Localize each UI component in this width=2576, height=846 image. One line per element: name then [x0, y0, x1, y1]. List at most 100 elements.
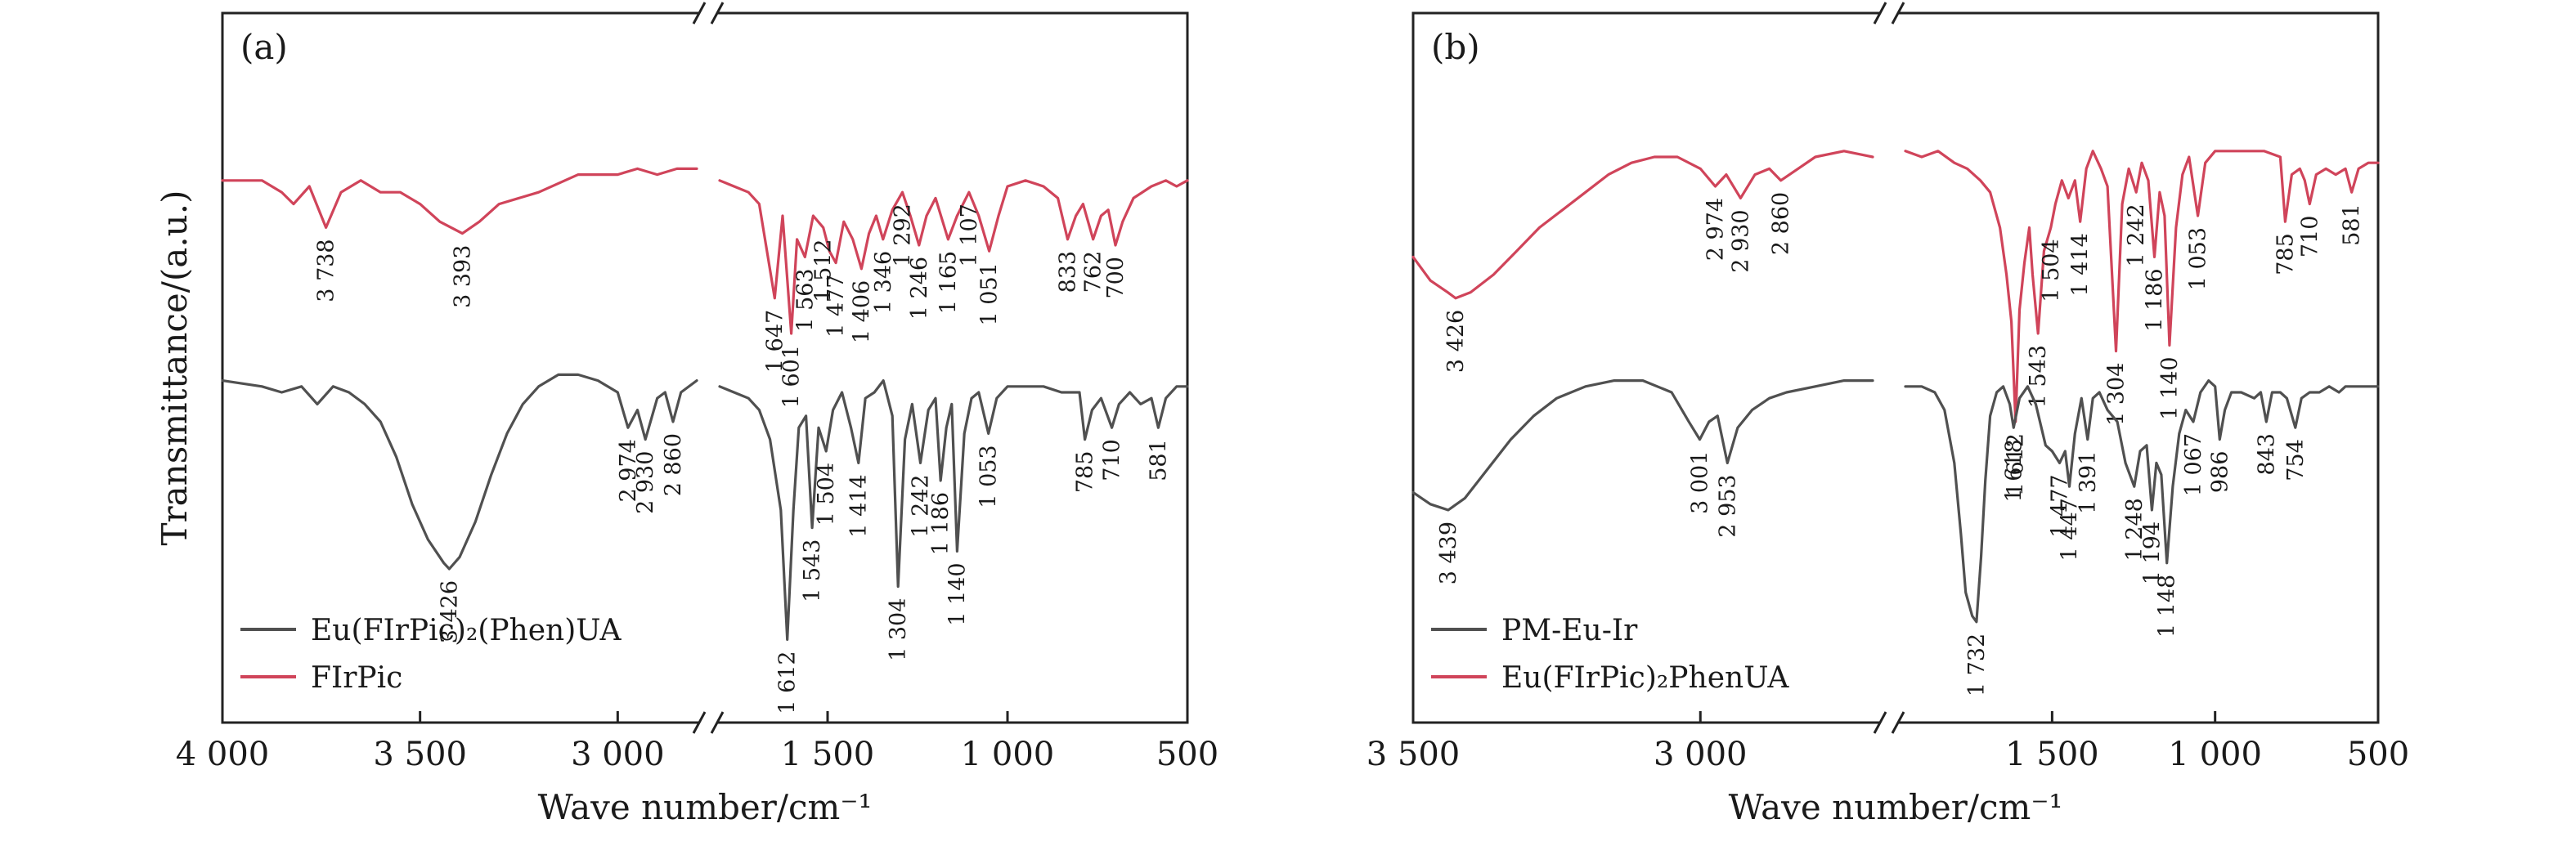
axis-break-gap [698, 718, 718, 727]
x-axis-label: Wave number/cm⁻¹ [538, 787, 873, 827]
peak-label: 1 051 [977, 262, 1003, 325]
peak-label: 1 067 [2181, 433, 2206, 496]
peak-label: 1 414 [2068, 233, 2094, 296]
panel-label: (b) [1431, 27, 1480, 67]
axis-break-mark [710, 2, 725, 25]
legend-label: FIrPic [311, 661, 402, 695]
series-line [221, 167, 698, 235]
peak-label: 1 242 [2124, 204, 2149, 266]
peak-label: 2 974 [616, 439, 641, 502]
peak-label: 1 391 [2076, 451, 2101, 514]
peak-label: 581 [2340, 204, 2365, 246]
peak-label: 1 477 [2048, 474, 2073, 537]
peak-label: 1 504 [814, 463, 839, 526]
peak-label: 581 [1146, 439, 1171, 481]
peak-label: 1 304 [886, 598, 911, 661]
legend-label: Eu(FIrPic)₂(Phen)UA [311, 614, 622, 647]
peak-label: 762 [1081, 251, 1106, 293]
peak-label: 3 439 [1436, 521, 1461, 584]
peak-label: 1 194 [2139, 521, 2165, 584]
axis-break-gap [1879, 8, 1899, 18]
peak-label: 1 107 [957, 204, 982, 266]
axis-break-gap [1879, 718, 1899, 727]
peak-label: 1 563 [792, 268, 818, 331]
series-line [1411, 379, 1874, 512]
peak-label: 3 393 [450, 245, 475, 308]
peak-label: 1 346 [871, 251, 896, 314]
peak-label: 1 053 [976, 445, 1002, 508]
series-line [1411, 150, 1874, 300]
axis-break-mark [1891, 2, 1905, 25]
peak-label: 986 [2207, 451, 2233, 494]
peak-label: 710 [2297, 216, 2322, 258]
peak-label: 1 053 [2186, 227, 2211, 290]
peak-label: 1 165 [936, 251, 961, 314]
peak-label: 1 477 [824, 275, 849, 338]
axis-break-mark [692, 2, 707, 25]
panel-a: 4 000 3 500 3 000 1 500 1 000 500 Wave number/… [176, 2, 1218, 827]
peak-label: 1 601 [779, 345, 805, 408]
x-tick-label: 3 000 [1654, 736, 1748, 773]
y-axis-label: Transmittance/(a.u.) [155, 190, 195, 546]
peak-label: 2 860 [1769, 192, 1794, 255]
peak-label: 2 930 [1728, 209, 1753, 272]
series-line [718, 379, 1189, 641]
x-tick-label: 1 500 [781, 736, 875, 773]
x-tick-label: 500 [1156, 736, 1218, 773]
peak-label: 1 618 [2001, 439, 2026, 502]
peak-label: 1 186 [2143, 268, 2168, 331]
series-line [221, 373, 698, 571]
peak-label: 3 426 [437, 580, 462, 643]
peak-label: 2 860 [661, 433, 686, 496]
peak-label: 843 [2254, 433, 2279, 476]
peak-label: 1 732 [1964, 633, 1990, 696]
x-tick-label: 3 000 [571, 736, 665, 773]
peak-label: 1 504 [2039, 239, 2064, 302]
series-line [718, 179, 1189, 335]
x-tick-label: 3 500 [1367, 736, 1461, 773]
peak-label: 3 426 [1443, 310, 1469, 373]
x-tick-label: 500 [2347, 736, 2409, 773]
series-line [1904, 379, 2380, 624]
peak-label: 754 [2283, 439, 2309, 481]
peak-label: 710 [1100, 439, 1125, 481]
peak-label: 3 001 [1688, 451, 1713, 514]
peak-label: 2 974 [1703, 198, 1729, 261]
peak-label: 1 242 [909, 474, 934, 537]
axis-break-gap [698, 8, 718, 18]
peak-label: 1 414 [846, 474, 872, 537]
peak-label: 1 140 [2157, 356, 2183, 419]
peak-label: 1 304 [2104, 363, 2129, 426]
x-tick-label: 1 000 [961, 736, 1055, 773]
legend-label: PM-Eu-Ir [1501, 614, 1638, 647]
x-tick-label: 3 500 [373, 736, 467, 773]
x-tick-label: 4 000 [176, 736, 270, 773]
axis-break-mark [1873, 2, 1887, 25]
peak-label: 1 612 [2004, 433, 2029, 496]
peak-label: 1 246 [907, 257, 932, 320]
legend: PM-Eu-Ir Eu(FIrPic)₂PhenUA [1431, 614, 1789, 695]
peak-label: 1 543 [800, 539, 825, 602]
series-red: 3 426 2 974 2 930 2 860 1 612 1 543 1 504 1 414… [1411, 150, 2380, 496]
peak-label: 1 647 [762, 310, 788, 373]
peak-label: 2 930 [633, 451, 658, 514]
peak-label: 1 292 [891, 204, 916, 266]
legend-label: Eu(FIrPic)₂PhenUA [1501, 661, 1789, 695]
peak-label: 1 543 [2026, 345, 2051, 408]
peak-label: 1 248 [2122, 498, 2147, 561]
peak-label: 785 [2273, 233, 2298, 275]
x-axis-label: Wave number/cm⁻¹ [1729, 787, 2063, 827]
x-tick-label: 1 500 [2005, 736, 2099, 773]
peak-label: 1 186 [928, 492, 954, 555]
peak-label: 1 140 [945, 562, 970, 625]
peak-label: 1 447 [2058, 498, 2083, 561]
peak-label: 2 953 [1715, 474, 1740, 537]
peak-label: 1 612 [775, 651, 801, 714]
panel-b: 3 500 3 000 1 500 1 000 500 Wave number/cm⁻¹ (… [1367, 2, 2409, 827]
peak-label: 833 [1056, 251, 1081, 293]
axis-break-mark [710, 711, 725, 734]
